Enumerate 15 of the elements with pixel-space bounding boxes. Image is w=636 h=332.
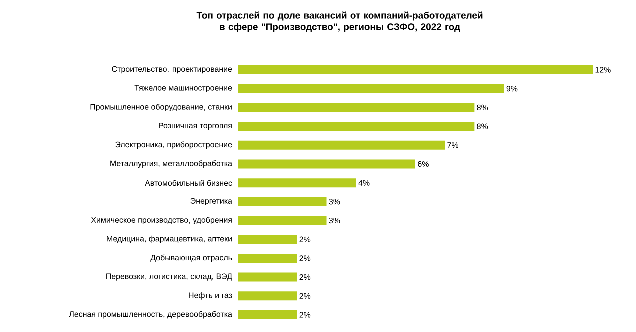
bar bbox=[238, 235, 298, 244]
bar bbox=[238, 103, 475, 112]
bar bbox=[238, 310, 298, 320]
bar bbox=[238, 140, 446, 150]
bar bbox=[238, 216, 327, 226]
chart-title: Топ отраслей по доле вакансий от компаний-работодателей в сфере "Производство", регионы СЗФО, 2022 год bbox=[196, 12, 483, 32]
bar bbox=[238, 66, 593, 75]
bar bbox=[238, 254, 298, 263]
bar bbox=[238, 160, 416, 169]
bar bbox=[238, 272, 298, 282]
bar bbox=[238, 178, 356, 188]
bar bbox=[238, 84, 504, 94]
bar bbox=[238, 292, 298, 301]
bar bbox=[238, 122, 475, 132]
bar bbox=[238, 197, 327, 206]
